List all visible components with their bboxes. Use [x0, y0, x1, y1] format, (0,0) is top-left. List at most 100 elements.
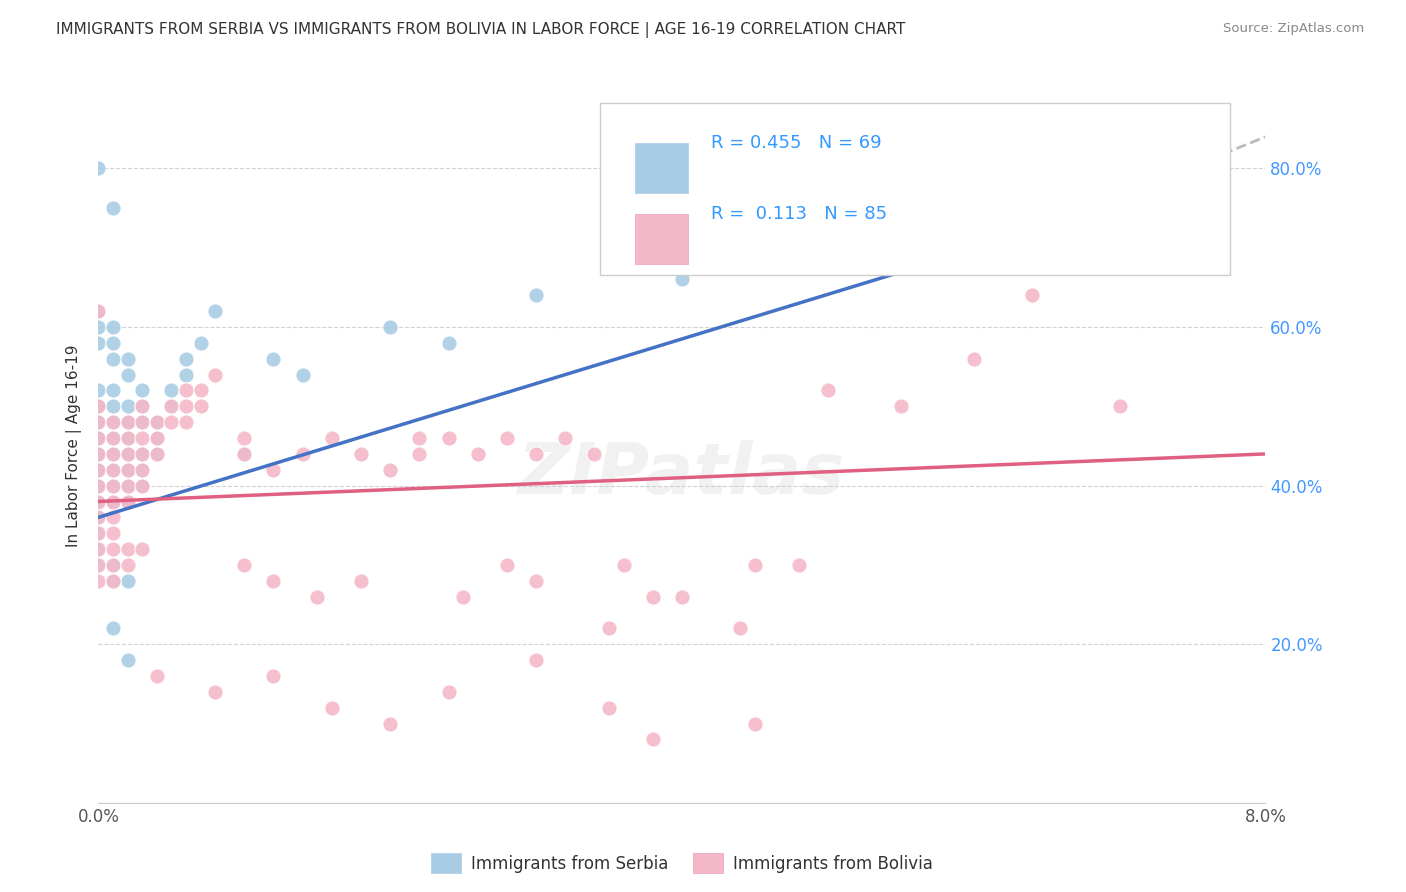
Point [87, 558, 110, 572]
Point [101, 463, 124, 477]
Point [817, 384, 839, 398]
Point [598, 700, 620, 714]
Point [744, 558, 766, 572]
FancyBboxPatch shape [600, 103, 1230, 275]
Point [131, 415, 153, 429]
Point [131, 463, 153, 477]
Point [524, 653, 547, 667]
Point [101, 447, 124, 461]
Point [101, 478, 124, 492]
Point [101, 431, 124, 445]
Point [117, 494, 139, 508]
Point [87, 478, 110, 492]
Point [160, 384, 183, 398]
Point [583, 447, 606, 461]
Point [117, 463, 139, 477]
Point [87, 574, 110, 588]
Point [117, 447, 139, 461]
Point [87, 510, 110, 524]
Point [87, 542, 110, 557]
Point [291, 447, 314, 461]
Point [101, 574, 124, 588]
Point [890, 400, 912, 414]
Point [131, 415, 153, 429]
Point [131, 542, 153, 557]
Point [233, 431, 256, 445]
Point [437, 431, 460, 445]
Point [262, 669, 284, 683]
Point [101, 558, 124, 572]
Point [117, 431, 139, 445]
Point [117, 415, 139, 429]
Point [101, 510, 124, 524]
Point [160, 400, 183, 414]
Point [146, 415, 169, 429]
Point [87, 431, 110, 445]
Point [117, 558, 139, 572]
Point [117, 478, 139, 492]
Point [160, 400, 183, 414]
Text: R = 0.455   N = 69: R = 0.455 N = 69 [711, 134, 882, 152]
Point [87, 478, 110, 492]
Point [378, 716, 402, 731]
Point [87, 400, 110, 414]
Point [87, 431, 110, 445]
Point [101, 558, 124, 572]
Text: Source: ZipAtlas.com: Source: ZipAtlas.com [1223, 22, 1364, 36]
Point [1108, 400, 1130, 414]
Point [87, 415, 110, 429]
Point [101, 574, 124, 588]
Point [101, 463, 124, 477]
Point [451, 590, 474, 604]
Point [101, 431, 124, 445]
Point [744, 716, 766, 731]
Point [101, 621, 124, 635]
Point [101, 415, 124, 429]
Point [117, 463, 139, 477]
Point [174, 384, 197, 398]
Point [87, 304, 110, 318]
Point [131, 400, 153, 414]
Point [437, 685, 460, 699]
Point [174, 351, 197, 366]
Point [598, 621, 620, 635]
Point [612, 558, 634, 572]
Point [117, 351, 139, 366]
Point [87, 558, 110, 572]
Point [817, 225, 839, 239]
Point [262, 463, 284, 477]
Point [87, 335, 110, 350]
Point [174, 368, 197, 382]
Point [554, 431, 576, 445]
Point [204, 368, 226, 382]
Point [524, 574, 547, 588]
Point [101, 494, 124, 508]
Point [87, 494, 110, 508]
Point [101, 384, 124, 398]
Point [131, 447, 153, 461]
Point [101, 201, 124, 215]
Point [321, 431, 343, 445]
Point [87, 494, 110, 508]
Point [1021, 288, 1043, 302]
Point [671, 590, 693, 604]
Point [87, 161, 110, 176]
FancyBboxPatch shape [636, 214, 688, 264]
Point [117, 574, 139, 588]
Point [408, 447, 430, 461]
Point [131, 447, 153, 461]
Point [408, 431, 430, 445]
Point [233, 447, 256, 461]
Point [437, 335, 460, 350]
Point [671, 272, 693, 286]
Point [117, 431, 139, 445]
Point [87, 384, 110, 398]
Point [87, 463, 110, 477]
Legend: Immigrants from Serbia, Immigrants from Bolivia: Immigrants from Serbia, Immigrants from … [425, 847, 939, 880]
Point [262, 351, 284, 366]
Point [131, 400, 153, 414]
Point [962, 193, 984, 207]
Point [962, 351, 984, 366]
Point [146, 447, 169, 461]
Point [117, 400, 139, 414]
